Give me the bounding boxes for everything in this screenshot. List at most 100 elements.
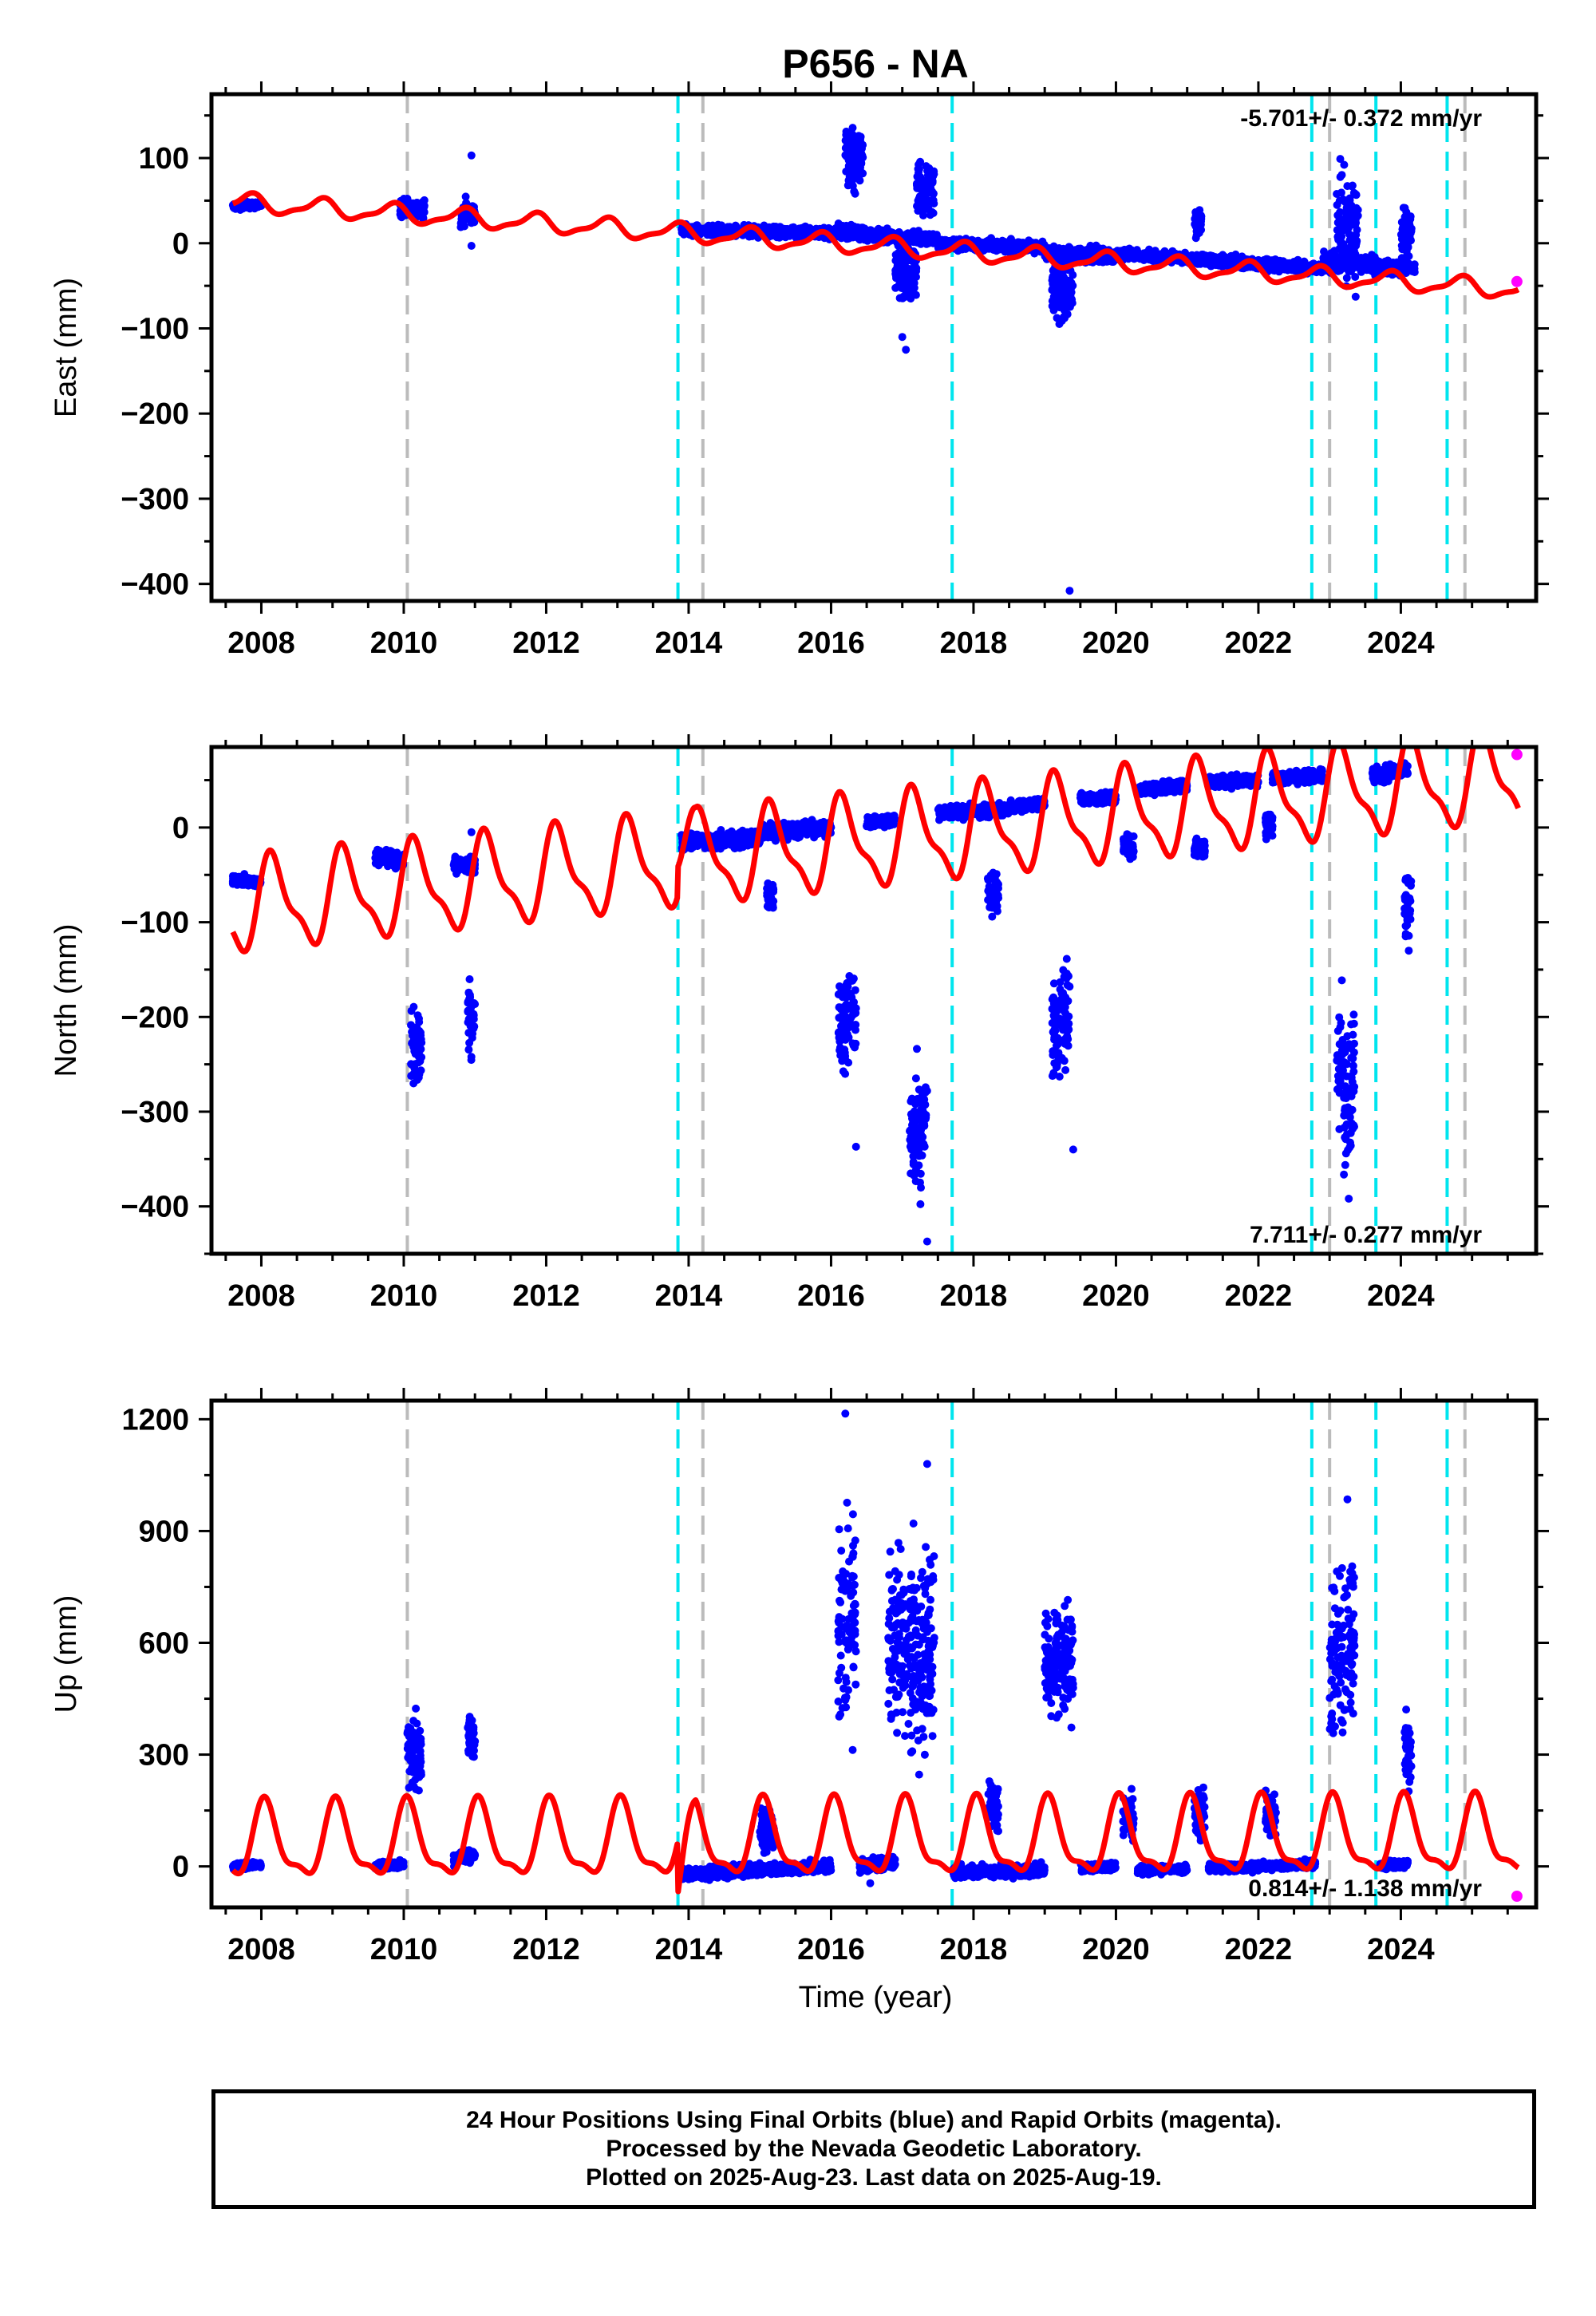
x-tick-label: 2022 — [1225, 626, 1293, 660]
data-point — [708, 222, 717, 231]
data-point — [1353, 237, 1361, 246]
x-tick-label: 2014 — [655, 626, 723, 660]
page-title: P656 - NA — [782, 41, 968, 86]
data-point — [1068, 298, 1077, 307]
data-point — [1056, 294, 1064, 302]
data-point — [377, 859, 385, 867]
data-point — [1290, 259, 1298, 267]
data-point — [1126, 250, 1135, 259]
plot-area — [228, 747, 1523, 1254]
data-point — [1339, 239, 1348, 248]
data-point — [848, 124, 857, 132]
data-point — [1351, 292, 1360, 301]
data-point — [1057, 316, 1066, 325]
data-point — [250, 202, 259, 211]
x-tick-label: 2016 — [797, 626, 865, 660]
data-point — [1144, 250, 1152, 259]
data-point — [1351, 273, 1360, 281]
data-point — [921, 232, 929, 241]
panel-2: 2008 2010 2012 2014 2016 2018 2020 2022 2024−400… — [49, 734, 1549, 1313]
plot-frame — [209, 92, 1539, 603]
data-point — [894, 271, 902, 280]
data-point — [876, 232, 885, 241]
x-tick-label: 2018 — [940, 626, 1008, 660]
data-point — [1353, 206, 1362, 214]
data-point — [1336, 233, 1345, 242]
panels-group: 2008 2010 2012 2014 2016 2018 2020 2022 2024−400… — [49, 81, 1549, 1966]
data-point — [913, 172, 922, 181]
data-point — [844, 235, 853, 243]
data-point — [772, 227, 780, 236]
data-point — [456, 223, 465, 231]
data-point — [1337, 171, 1346, 180]
data-point — [929, 172, 938, 180]
data-point — [916, 157, 925, 166]
data-point — [1333, 190, 1341, 198]
data-point — [848, 181, 857, 190]
data-point — [897, 284, 906, 292]
data-point — [1374, 261, 1382, 269]
data-point — [1090, 244, 1099, 253]
data-point — [1274, 263, 1282, 271]
panel-1: 2008 2010 2012 2014 2016 2018 2020 2022 2024−400… — [49, 81, 1549, 660]
data-point — [711, 230, 720, 239]
data-point — [905, 276, 914, 285]
y-tick-label: 100 — [139, 142, 189, 176]
data-point — [1397, 254, 1406, 263]
data-point — [1065, 587, 1074, 595]
data-point — [240, 879, 249, 887]
data-point — [1348, 182, 1357, 191]
data-point — [1198, 251, 1207, 259]
x-tick-label: 2020 — [1082, 626, 1150, 660]
data-point — [725, 225, 733, 233]
data-point — [1197, 215, 1206, 223]
data-point — [419, 209, 428, 218]
data-point — [917, 199, 926, 207]
data-point — [854, 234, 863, 243]
y-tick-label: 0 — [172, 227, 189, 261]
data-point — [902, 346, 911, 354]
data-point — [907, 233, 916, 242]
data-point — [855, 165, 864, 174]
data-point — [389, 862, 398, 871]
data-point — [461, 192, 470, 201]
data-point — [1399, 204, 1408, 212]
data-point — [406, 199, 415, 207]
rate-annotation: -5.701+/- 0.372 mm/yr — [1240, 105, 1482, 132]
data-point — [983, 240, 992, 249]
data-point — [234, 874, 242, 883]
data-point — [867, 228, 875, 237]
data-point — [1337, 247, 1346, 255]
data-point — [455, 862, 464, 871]
x-tick-label: 2010 — [370, 626, 438, 660]
data-point — [1193, 226, 1202, 235]
data-point — [1154, 253, 1163, 262]
data-point — [1014, 243, 1023, 252]
final-orbit-points — [228, 759, 1416, 1246]
data-point — [911, 260, 919, 269]
data-point — [849, 154, 858, 163]
data-point — [855, 132, 863, 140]
y-tick-label: −400 — [120, 568, 189, 602]
data-point — [1083, 247, 1092, 256]
data-point — [703, 227, 712, 236]
data-point — [1268, 261, 1276, 270]
data-point — [1351, 221, 1360, 230]
data-point — [996, 239, 1005, 247]
data-point — [1006, 244, 1015, 253]
rapid-orbit-point — [1511, 275, 1523, 287]
data-point — [467, 242, 476, 250]
data-point — [240, 203, 249, 211]
data-point — [851, 189, 859, 198]
data-point — [926, 184, 934, 192]
data-point — [1333, 226, 1341, 235]
data-point — [1066, 253, 1075, 262]
x-tick-label: 2008 — [227, 626, 295, 660]
data-point — [1343, 208, 1352, 217]
data-point — [857, 139, 866, 148]
data-point — [1058, 249, 1067, 258]
x-tick-label: 2024 — [1367, 626, 1435, 660]
data-point — [1221, 257, 1230, 265]
data-point — [1060, 303, 1069, 312]
